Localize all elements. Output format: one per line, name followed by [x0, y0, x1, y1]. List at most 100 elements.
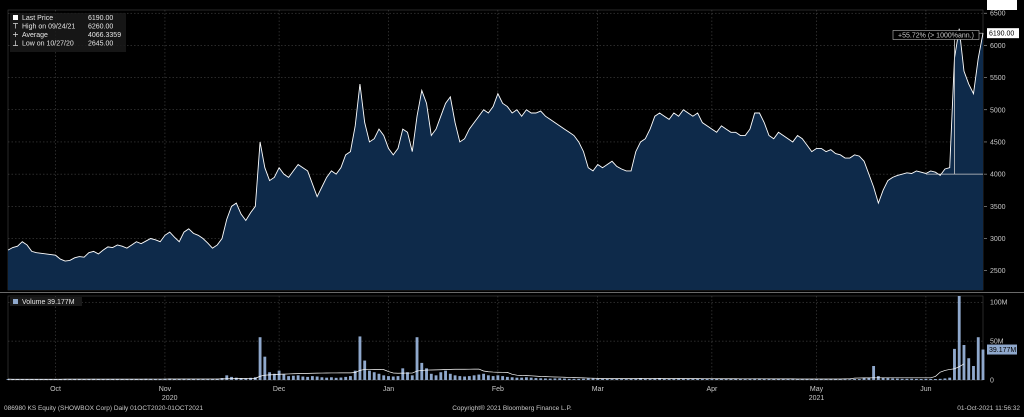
volume-ma-line — [7, 363, 965, 380]
volume-last-label-box — [987, 344, 1017, 355]
volume-bar — [68, 379, 72, 380]
volume-bar — [534, 378, 538, 380]
low-marker-icon — [13, 40, 18, 46]
year-label: 2021 — [809, 395, 825, 402]
volume-bar — [834, 379, 837, 380]
volume-bar — [201, 379, 205, 380]
last-price-label-box — [987, 28, 1019, 39]
volume-bar — [910, 378, 914, 380]
volume-bar — [634, 378, 638, 380]
volume-bar — [425, 368, 428, 380]
volume-bar — [106, 379, 110, 380]
volume-bar — [753, 378, 757, 380]
volume-bar — [938, 378, 942, 380]
volume-bar — [558, 378, 562, 380]
volume-bar — [696, 378, 700, 380]
volume-bar — [962, 345, 966, 380]
volume-bar — [610, 379, 614, 380]
volume-bar — [396, 376, 400, 380]
axes: 6500 6000 5500 5000 4500 4000 3500 3000 2500 100M… — [50, 0, 1019, 402]
volume-bar — [629, 378, 633, 380]
volume-bar — [686, 378, 690, 380]
price-tick-label: 6500 — [990, 11, 1006, 18]
price-tick-label: 6000 — [990, 43, 1006, 50]
volume-bar — [482, 373, 486, 380]
volume-bar — [734, 378, 738, 380]
volume-bar — [453, 375, 457, 380]
volume-bar — [130, 378, 134, 380]
volume-bar — [567, 378, 571, 380]
volume-bar — [643, 378, 647, 380]
price-tick-label: 5500 — [990, 75, 1006, 82]
year-label: 2020 — [162, 395, 178, 402]
volume-bar — [705, 378, 709, 380]
volume-last-label: 39.177M — [989, 347, 1016, 354]
price-tick-label: 5000 — [990, 107, 1006, 114]
volume-bar — [948, 377, 952, 380]
legend-entry-label: High on 09/24/21 — [22, 24, 75, 31]
legend-entry-value: 2645.00 — [88, 41, 113, 48]
volume-bar — [54, 379, 57, 380]
legend-entry-label: Average — [22, 32, 48, 39]
volume-bar — [182, 378, 186, 380]
volume-bar — [410, 375, 414, 380]
volume-bar — [291, 375, 295, 380]
legend-entry-label: Low on 10/27/20 — [22, 41, 74, 48]
month-label: Jun — [920, 386, 931, 393]
volume-bar — [244, 378, 248, 380]
volume-bar — [586, 378, 590, 380]
volume-bar — [739, 378, 742, 380]
volume-bar — [306, 376, 310, 380]
footer-copyright: Copyright® 2021 Bloomberg Finance L.P. — [452, 405, 572, 412]
month-label: May — [810, 386, 824, 393]
volume-bar — [177, 379, 181, 380]
volume-bar — [239, 378, 243, 380]
volume-bar — [173, 378, 176, 380]
volume-bar — [724, 379, 728, 380]
volume-bar — [895, 378, 899, 380]
volume-bar — [577, 378, 581, 380]
price-tick-label: 4500 — [990, 139, 1006, 146]
volume-bar — [639, 378, 642, 380]
volume-bar — [667, 378, 671, 380]
volume-bar — [16, 379, 19, 380]
price-tick-label: 4000 — [990, 172, 1006, 179]
volume-tick-label: 50M — [990, 339, 1004, 346]
volume-bar — [786, 379, 790, 380]
volume-bar — [154, 379, 157, 380]
month-label: Feb — [492, 386, 504, 393]
volume-bar — [358, 336, 362, 380]
month-label: Jan — [383, 386, 394, 393]
volume-bar — [815, 379, 818, 380]
volume-bar — [486, 375, 490, 380]
volume-bar — [624, 379, 628, 380]
volume-bar — [263, 356, 267, 380]
last-price-label: 6190.00 — [989, 31, 1014, 38]
volume-bar — [796, 379, 799, 380]
volume-ma-label-box — [987, 0, 1017, 10]
volume-bar — [420, 362, 424, 380]
volume-bar — [867, 377, 871, 380]
volume-bar — [101, 379, 105, 380]
volume-bar — [601, 378, 604, 380]
volume-bar — [215, 378, 219, 380]
price-line — [7, 28, 984, 262]
volume-bar — [800, 379, 804, 380]
volume-bar — [339, 377, 343, 380]
volume-bar — [49, 379, 53, 380]
volume-bar — [444, 370, 447, 380]
volume-bar — [767, 378, 771, 380]
volume-bar — [115, 379, 119, 380]
volume-bar — [596, 378, 600, 380]
volume-bar — [467, 376, 471, 380]
volume-bar — [301, 376, 305, 380]
volume-bar — [211, 379, 214, 380]
price-legend: Last Price 6190.00 High on 09/24/21 6260.00… — [10, 13, 126, 52]
volume-bar — [662, 378, 666, 380]
volume-bar — [496, 375, 500, 380]
volume-bar — [582, 378, 585, 380]
volume-bar — [544, 378, 547, 380]
volume-bar — [372, 372, 376, 380]
volume-bar — [539, 378, 543, 380]
volume-tick-label: 0 — [990, 378, 994, 385]
